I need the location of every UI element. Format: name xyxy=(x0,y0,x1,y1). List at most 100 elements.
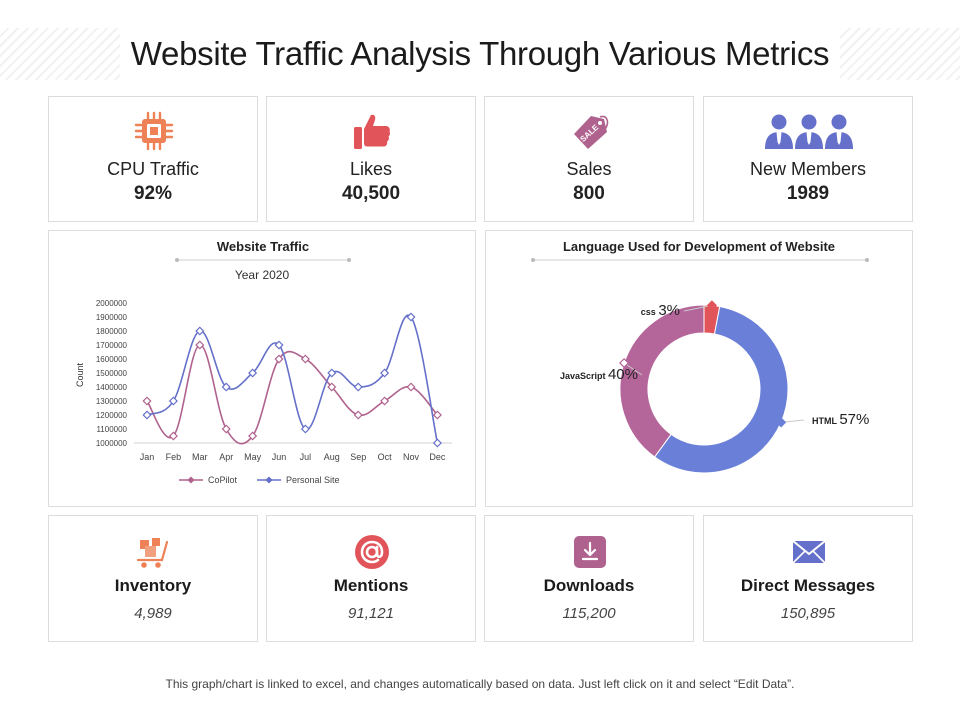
slice-name-css: css xyxy=(641,307,659,317)
kpi-label: Likes xyxy=(349,159,393,179)
kpi-value: 40,500 xyxy=(341,183,401,204)
leader-line-css xyxy=(683,304,713,312)
data-point-personal-site xyxy=(327,368,337,378)
slice-label-javascript: JavaScript 40% xyxy=(560,366,638,383)
data-point-personal-site xyxy=(195,326,205,336)
slice-marker-css xyxy=(706,300,717,311)
stat-value: 4,989 xyxy=(134,605,172,622)
data-point-personal-site xyxy=(353,382,363,392)
data-point-copilot xyxy=(432,410,442,420)
chart-title: Language Used for Development of Website xyxy=(563,239,835,254)
stat-card-inventory: Inventory 4,989 xyxy=(48,515,258,642)
legend-label-copilot: CoPilot xyxy=(208,475,238,485)
slice-label-html: HTML 57% xyxy=(812,411,869,428)
user-tie xyxy=(806,132,812,145)
data-point-personal-site xyxy=(432,438,442,448)
data-point-personal-site xyxy=(274,340,284,350)
data-point-personal-site xyxy=(380,368,390,378)
kpi-card-new-members: New Members 1989 xyxy=(703,96,913,222)
y-tick-label: 1900000 xyxy=(96,313,128,322)
stat-value: 150,895 xyxy=(780,605,836,622)
inventory-cart-icon xyxy=(136,538,169,568)
envelope-icon xyxy=(792,540,826,564)
kpi-card-cpu-traffic: CPU Traffic 92% xyxy=(48,96,258,222)
data-point-copilot xyxy=(380,396,390,406)
kpi-value: 1989 xyxy=(786,183,830,204)
legend-label-personal-site: Personal Site xyxy=(286,475,340,485)
stat-value: 115,200 xyxy=(562,605,616,622)
stat-value: 91,121 xyxy=(348,605,394,622)
x-tick-label: Jun xyxy=(272,452,287,462)
x-tick-label: May xyxy=(244,452,262,462)
stat-card-downloads: Downloads 115,200 xyxy=(484,515,694,642)
slice-pct-html: 57% xyxy=(839,411,869,428)
y-tick-label: 1100000 xyxy=(96,425,127,434)
y-tick-label: 1800000 xyxy=(96,327,128,336)
kpi-value: 800 xyxy=(573,183,605,204)
stat-card-mentions: Mentions 91,121 xyxy=(266,515,476,642)
slice-name-html: HTML xyxy=(812,416,839,426)
x-tick-label: Oct xyxy=(378,452,393,462)
slice-pct-javascript: 40% xyxy=(608,366,638,383)
chart-subtitle: Year 2020 xyxy=(235,268,290,282)
stat-label: Inventory xyxy=(114,576,192,595)
x-tick-label: Aug xyxy=(324,452,340,462)
x-tick-label: Nov xyxy=(403,452,420,462)
kpi-label: CPU Traffic xyxy=(107,159,199,179)
kpi-value: 92% xyxy=(133,183,173,204)
data-point-copilot xyxy=(221,424,231,434)
user-tie xyxy=(836,132,842,145)
data-point-copilot xyxy=(195,340,205,350)
title-underline-dot xyxy=(865,258,869,262)
data-point-personal-site xyxy=(406,312,416,322)
language-donut-chart: Language Used for Development of Website… xyxy=(531,239,869,474)
data-point-personal-site xyxy=(248,368,258,378)
data-point-copilot xyxy=(274,354,284,364)
y-tick-label: 1700000 xyxy=(96,341,128,350)
donut-slice-html xyxy=(653,305,789,474)
donut-slice-javascript xyxy=(619,304,705,458)
stat-label: Direct Messages xyxy=(740,576,876,595)
data-point-personal-site xyxy=(142,410,152,420)
users-group-icon xyxy=(765,114,853,149)
kpi-label: New Members xyxy=(749,159,867,179)
slice-marker-javascript xyxy=(619,357,630,369)
y-tick-label: 1300000 xyxy=(96,397,128,406)
page-title: Website Traffic Analysis Through Various… xyxy=(120,28,840,80)
title-underline-dot xyxy=(347,258,351,262)
data-point-copilot xyxy=(300,354,310,364)
stat-label: Mentions xyxy=(333,576,409,595)
y-axis-label: Count xyxy=(75,363,85,388)
website-traffic-panel: Website Traffic Year 2020 Count 2000000 1… xyxy=(48,230,476,507)
y-tick-label: 2000000 xyxy=(96,299,128,308)
title-underline-dot xyxy=(531,258,535,262)
data-point-personal-site xyxy=(300,424,310,434)
sale-tag-icon: SALE xyxy=(574,115,609,149)
x-tick-label: Jan xyxy=(140,452,155,462)
data-point-personal-site xyxy=(168,396,178,406)
x-tick-label: Jul xyxy=(300,452,312,462)
y-tick-label: 1500000 xyxy=(96,369,128,378)
series-line-personal-site xyxy=(146,314,439,444)
slice-name-javascript: JavaScript xyxy=(560,371,608,381)
kpi-card-sales: SALE Sales 800 xyxy=(484,96,694,222)
stat-label: Downloads xyxy=(543,576,635,595)
user-head xyxy=(771,114,787,130)
kpi-card-likes: Likes 40,500 xyxy=(266,96,476,222)
chart-title: Website Traffic xyxy=(217,239,309,254)
x-tick-label: Mar xyxy=(192,452,208,462)
x-tick-label: Sep xyxy=(350,452,366,462)
website-traffic-chart: Website Traffic Year 2020 Count 2000000 1… xyxy=(75,239,452,485)
slice-label-css: css 3% xyxy=(641,302,680,319)
kpi-label: Sales xyxy=(566,159,612,179)
y-tick-label: 1600000 xyxy=(96,355,128,364)
data-point-copilot xyxy=(248,431,258,441)
data-point-personal-site xyxy=(221,382,231,392)
stat-card-direct-messages: Direct Messages 150,895 xyxy=(703,515,913,642)
title-underline-dot xyxy=(175,258,179,262)
y-tick-label: 1200000 xyxy=(96,411,128,420)
language-panel: Language Used for Development of Website… xyxy=(485,230,913,507)
legend-marker-personal-site xyxy=(265,476,273,484)
thumbs-up-icon xyxy=(354,114,391,149)
y-tick-label: 1000000 xyxy=(96,439,128,448)
